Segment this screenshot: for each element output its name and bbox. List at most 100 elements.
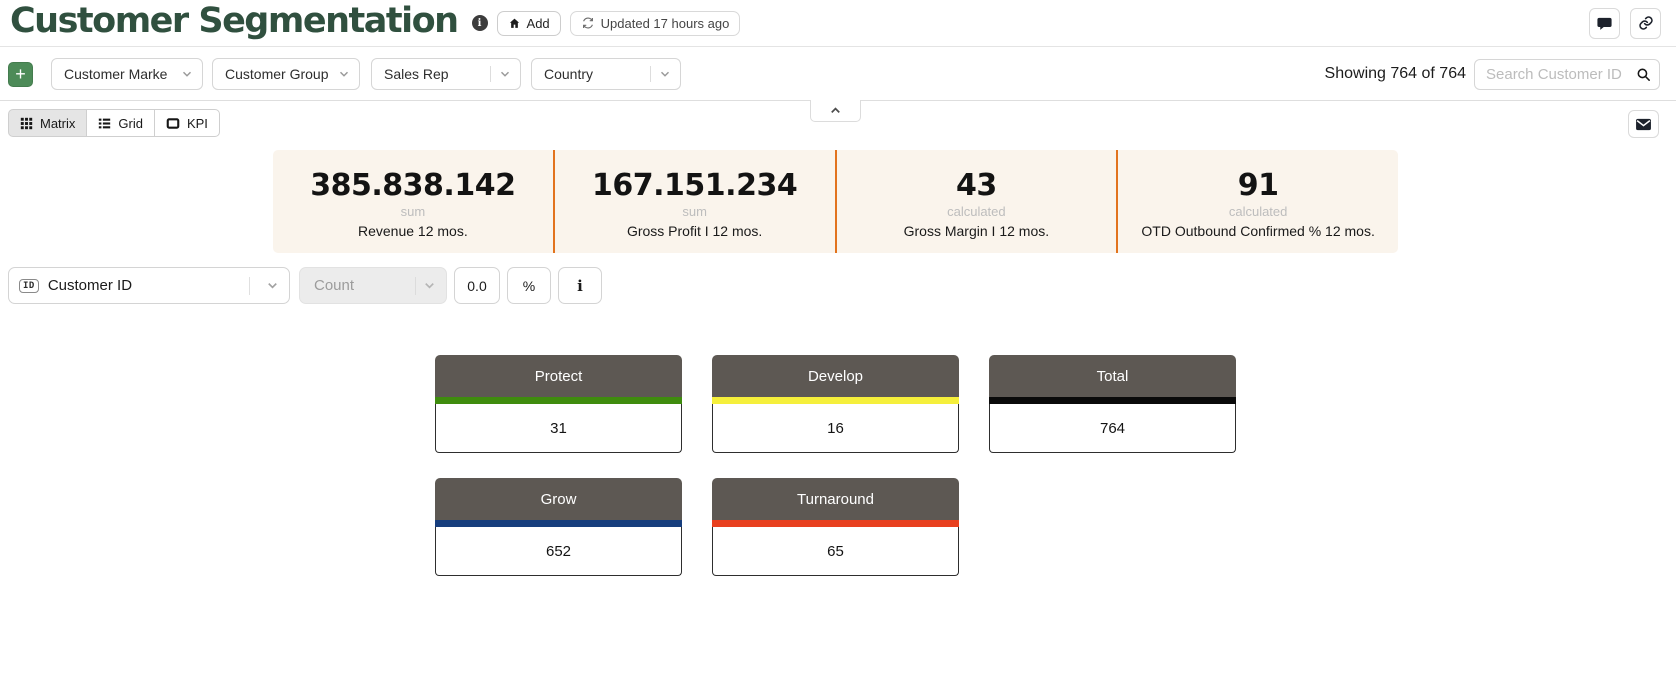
chevron-up-icon xyxy=(828,103,843,118)
comment-icon xyxy=(1596,15,1613,32)
matrix-card-turnaround[interactable]: Turnaround 65 xyxy=(712,478,959,576)
id-badge-icon: ID xyxy=(19,278,39,293)
sync-icon xyxy=(581,16,595,30)
divider xyxy=(415,276,416,295)
kpi-label: Gross Profit I 12 mos. xyxy=(626,222,763,239)
updated-chip[interactable]: Updated 17 hours ago xyxy=(569,10,741,36)
filter-bar: + Customer Marke Customer Group Sales Re… xyxy=(0,48,1676,101)
dimension-select[interactable]: ID Customer ID xyxy=(8,267,290,304)
kpi-tile-gross-margin: 43 calculated Gross Margin I 12 mos. xyxy=(834,150,1117,253)
tab-label: KPI xyxy=(186,115,208,131)
chevron-down-icon xyxy=(265,278,280,293)
chevron-down-icon xyxy=(658,67,672,81)
header-actions xyxy=(1589,7,1661,39)
mail-button[interactable] xyxy=(1628,110,1659,138)
card-value: 65 xyxy=(712,527,959,576)
tab-label: Matrix xyxy=(40,115,76,131)
filter-dropdown-customer-market[interactable]: Customer Marke xyxy=(51,58,203,90)
kpi-aggregation: sum xyxy=(400,203,426,219)
kpi-label: Revenue 12 mos. xyxy=(358,222,468,239)
card-value: 764 xyxy=(989,404,1236,453)
card-accent-stripe xyxy=(712,520,959,527)
card-value: 16 xyxy=(712,404,959,453)
card-accent-stripe xyxy=(435,397,682,404)
chevron-down-icon xyxy=(337,67,351,81)
filter-dropdown-label: Customer Group xyxy=(225,66,329,82)
kpi-label: OTD Outbound Confirmed % 12 mos. xyxy=(1141,222,1375,239)
filter-dropdown-customer-group[interactable]: Customer Group xyxy=(212,58,360,90)
dimension-value: Customer ID xyxy=(47,277,133,294)
add-filter-button[interactable]: + xyxy=(8,61,33,87)
matrix-icon xyxy=(20,117,33,130)
info-icon[interactable]: i xyxy=(471,15,488,31)
search-button[interactable] xyxy=(1627,60,1659,89)
divider xyxy=(249,276,250,295)
kpi-tile-gross-profit: 167.151.234 sum Gross Profit I 12 mos. xyxy=(552,150,835,253)
filter-dropdown-sales-rep[interactable]: Sales Rep xyxy=(371,58,521,90)
kpi-aggregation: calculated xyxy=(947,203,1006,219)
aggregation-value: Count xyxy=(314,277,355,294)
list-icon xyxy=(98,117,111,130)
updated-label: Updated 17 hours ago xyxy=(600,15,730,31)
matrix-card-total[interactable]: Total 764 xyxy=(989,355,1236,453)
tab-matrix[interactable]: Matrix xyxy=(8,109,88,137)
info-button[interactable]: i xyxy=(558,267,602,304)
filter-dropdown-country[interactable]: Country xyxy=(531,58,681,90)
collapse-panel-button[interactable] xyxy=(810,100,861,122)
card-value: 652 xyxy=(435,527,682,576)
matrix-controls: ID Customer ID Count 0.0 % i xyxy=(8,267,602,304)
kpi-card-icon xyxy=(166,117,180,130)
tab-grid[interactable]: Grid xyxy=(86,109,155,137)
showing-count: Showing 764 of 764 xyxy=(1324,65,1466,82)
aggregation-select[interactable]: Count xyxy=(299,267,447,304)
segmentation-matrix: Protect 31 Develop 16 Total 764 Grow 652… xyxy=(435,355,1236,576)
matrix-card-grow[interactable]: Grow 652 xyxy=(435,478,682,576)
divider xyxy=(490,66,491,82)
matrix-card-develop[interactable]: Develop 16 xyxy=(712,355,959,453)
kpi-value: 167.151.234 xyxy=(592,167,798,203)
kpi-value: 385.838.142 xyxy=(310,167,516,203)
card-accent-stripe xyxy=(712,397,959,404)
view-toolbar: Matrix Grid KPI xyxy=(0,100,1676,146)
kpi-value: 43 xyxy=(956,167,997,203)
search-box xyxy=(1474,58,1660,90)
home-icon xyxy=(508,17,521,30)
mail-icon xyxy=(1635,117,1652,132)
percent-button[interactable]: % xyxy=(507,267,551,304)
kpi-summary-band: 385.838.142 sum Revenue 12 mos. 167.151.… xyxy=(273,150,1398,253)
link-icon xyxy=(1638,15,1654,31)
tab-label: Grid xyxy=(118,115,143,131)
plus-icon: + xyxy=(15,64,26,84)
kpi-tile-revenue: 385.838.142 sum Revenue 12 mos. xyxy=(273,150,553,253)
view-tabs: Matrix Grid KPI xyxy=(8,109,220,137)
kpi-tile-otd-outbound: 91 calculated OTD Outbound Confirmed % 1… xyxy=(1116,150,1398,253)
card-title: Total xyxy=(989,355,1236,397)
kpi-label: Gross Margin I 12 mos. xyxy=(903,222,1050,239)
search-input[interactable] xyxy=(1475,65,1627,83)
matrix-card-protect[interactable]: Protect 31 xyxy=(435,355,682,453)
kpi-aggregation: sum xyxy=(682,203,707,219)
tab-kpi[interactable]: KPI xyxy=(153,109,220,137)
divider xyxy=(650,66,651,82)
card-title: Grow xyxy=(435,478,682,520)
comment-button[interactable] xyxy=(1589,7,1620,39)
card-accent-stripe xyxy=(989,397,1236,404)
card-value: 31 xyxy=(435,404,682,453)
card-title: Turnaround xyxy=(712,478,959,520)
header: Customer Segmentation i Add Updated 17 h… xyxy=(0,0,1676,47)
add-button[interactable]: Add xyxy=(496,10,561,36)
card-title: Protect xyxy=(435,355,682,397)
link-button[interactable] xyxy=(1630,7,1661,39)
add-button-label: Add xyxy=(526,15,550,31)
chevron-down-icon xyxy=(498,67,512,81)
filter-dropdown-label: Country xyxy=(544,66,594,82)
chevron-down-icon xyxy=(422,278,437,293)
filter-dropdown-label: Sales Rep xyxy=(384,66,449,82)
filter-dropdown-label: Customer Marke xyxy=(64,66,168,82)
decimals-button[interactable]: 0.0 xyxy=(454,267,500,304)
chevron-down-icon xyxy=(180,67,194,81)
page-title: Customer Segmentation xyxy=(10,0,459,41)
kpi-value: 91 xyxy=(1237,167,1279,203)
card-accent-stripe xyxy=(435,520,682,527)
